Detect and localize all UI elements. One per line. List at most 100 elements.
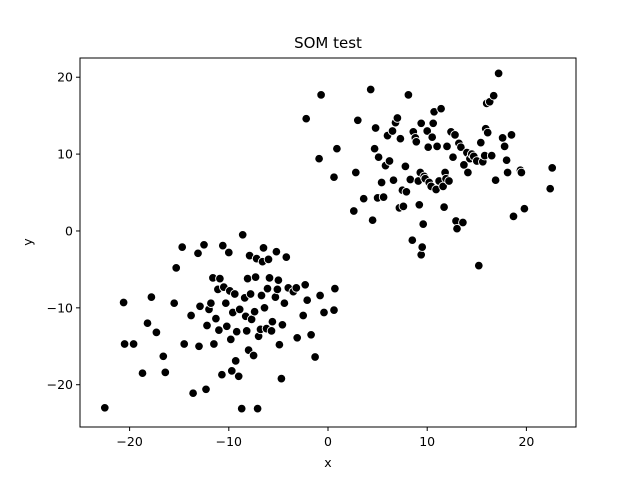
data-point xyxy=(388,175,399,185)
data-point xyxy=(428,118,438,129)
data-point xyxy=(193,248,203,259)
data-point xyxy=(158,351,169,362)
data-point xyxy=(330,283,340,294)
data-point xyxy=(259,303,270,313)
data-point xyxy=(497,133,508,143)
data-point xyxy=(272,284,283,295)
data-point xyxy=(222,321,232,332)
data-point xyxy=(264,273,275,283)
data-point xyxy=(547,163,557,173)
data-point xyxy=(452,223,462,234)
data-point xyxy=(476,137,486,148)
data-point xyxy=(370,123,381,133)
data-point xyxy=(392,113,403,123)
y-tick-label: −20 xyxy=(47,377,73,392)
data-point xyxy=(215,273,225,284)
y-tick-label: 0 xyxy=(65,223,73,238)
data-point xyxy=(387,126,398,136)
data-point xyxy=(474,260,484,271)
data-point xyxy=(128,339,139,349)
data-point xyxy=(369,143,380,154)
data-point xyxy=(401,187,412,197)
data-point xyxy=(329,305,339,315)
data-point xyxy=(171,263,181,273)
data-point xyxy=(249,306,260,317)
data-point xyxy=(545,183,555,194)
data-point xyxy=(351,167,361,178)
data-point xyxy=(358,193,369,204)
x-tick-label: 0 xyxy=(324,434,332,449)
data-point xyxy=(199,240,209,250)
data-point xyxy=(432,141,442,152)
data-point xyxy=(194,341,204,352)
data-point xyxy=(298,310,308,321)
data-point xyxy=(384,156,395,166)
data-point xyxy=(436,103,446,114)
data-point xyxy=(365,84,376,95)
data-point xyxy=(169,298,179,308)
data-point xyxy=(202,320,212,331)
data-point xyxy=(423,142,433,152)
data-point xyxy=(417,242,427,252)
data-point xyxy=(142,318,153,328)
data-point xyxy=(315,290,325,301)
data-point xyxy=(301,113,311,124)
data-point xyxy=(411,137,422,147)
data-point xyxy=(177,242,187,252)
data-point xyxy=(302,295,312,305)
data-point xyxy=(422,126,432,136)
data-point xyxy=(231,326,242,337)
data-point xyxy=(373,152,384,162)
data-point xyxy=(506,130,517,140)
data-point xyxy=(316,90,326,100)
data-point xyxy=(206,298,216,308)
data-point xyxy=(486,150,497,161)
data-point xyxy=(418,219,428,229)
points-layer xyxy=(100,68,557,414)
data-point xyxy=(306,330,316,340)
data-point xyxy=(508,211,519,222)
y-axis-label: y xyxy=(20,238,35,246)
data-point xyxy=(367,215,378,225)
data-point xyxy=(416,118,426,129)
x-axis-label: x xyxy=(324,455,331,470)
x-tick-label: −10 xyxy=(216,434,242,449)
data-point xyxy=(427,132,437,142)
data-point xyxy=(439,202,449,212)
data-point xyxy=(490,175,501,185)
data-point xyxy=(237,230,248,240)
data-point xyxy=(234,304,245,315)
data-point xyxy=(292,333,302,343)
data-point xyxy=(227,366,237,376)
x-tick-label: 10 xyxy=(419,434,435,449)
data-point xyxy=(258,243,269,253)
chart-title: SOM test xyxy=(294,34,362,52)
data-point xyxy=(100,403,110,413)
data-point xyxy=(245,289,256,299)
data-point xyxy=(242,273,253,284)
data-point xyxy=(456,142,466,152)
data-point xyxy=(270,292,281,302)
data-point xyxy=(405,174,416,185)
data-point xyxy=(502,167,513,178)
data-point xyxy=(119,339,130,349)
data-point xyxy=(218,240,228,251)
data-point xyxy=(217,369,227,380)
data-point xyxy=(353,115,363,126)
data-point xyxy=(186,310,196,321)
data-point xyxy=(444,176,454,186)
data-point xyxy=(378,192,389,202)
data-point xyxy=(151,327,162,338)
x-tick-label: 20 xyxy=(518,434,534,449)
data-point xyxy=(493,68,504,79)
x-tick-label: −20 xyxy=(116,434,142,449)
data-point xyxy=(400,161,411,172)
data-point xyxy=(329,172,339,182)
data-point xyxy=(395,133,406,144)
data-point xyxy=(211,313,221,324)
data-point xyxy=(398,201,409,212)
data-point xyxy=(273,275,284,285)
data-point xyxy=(319,307,329,318)
data-point xyxy=(266,326,277,336)
